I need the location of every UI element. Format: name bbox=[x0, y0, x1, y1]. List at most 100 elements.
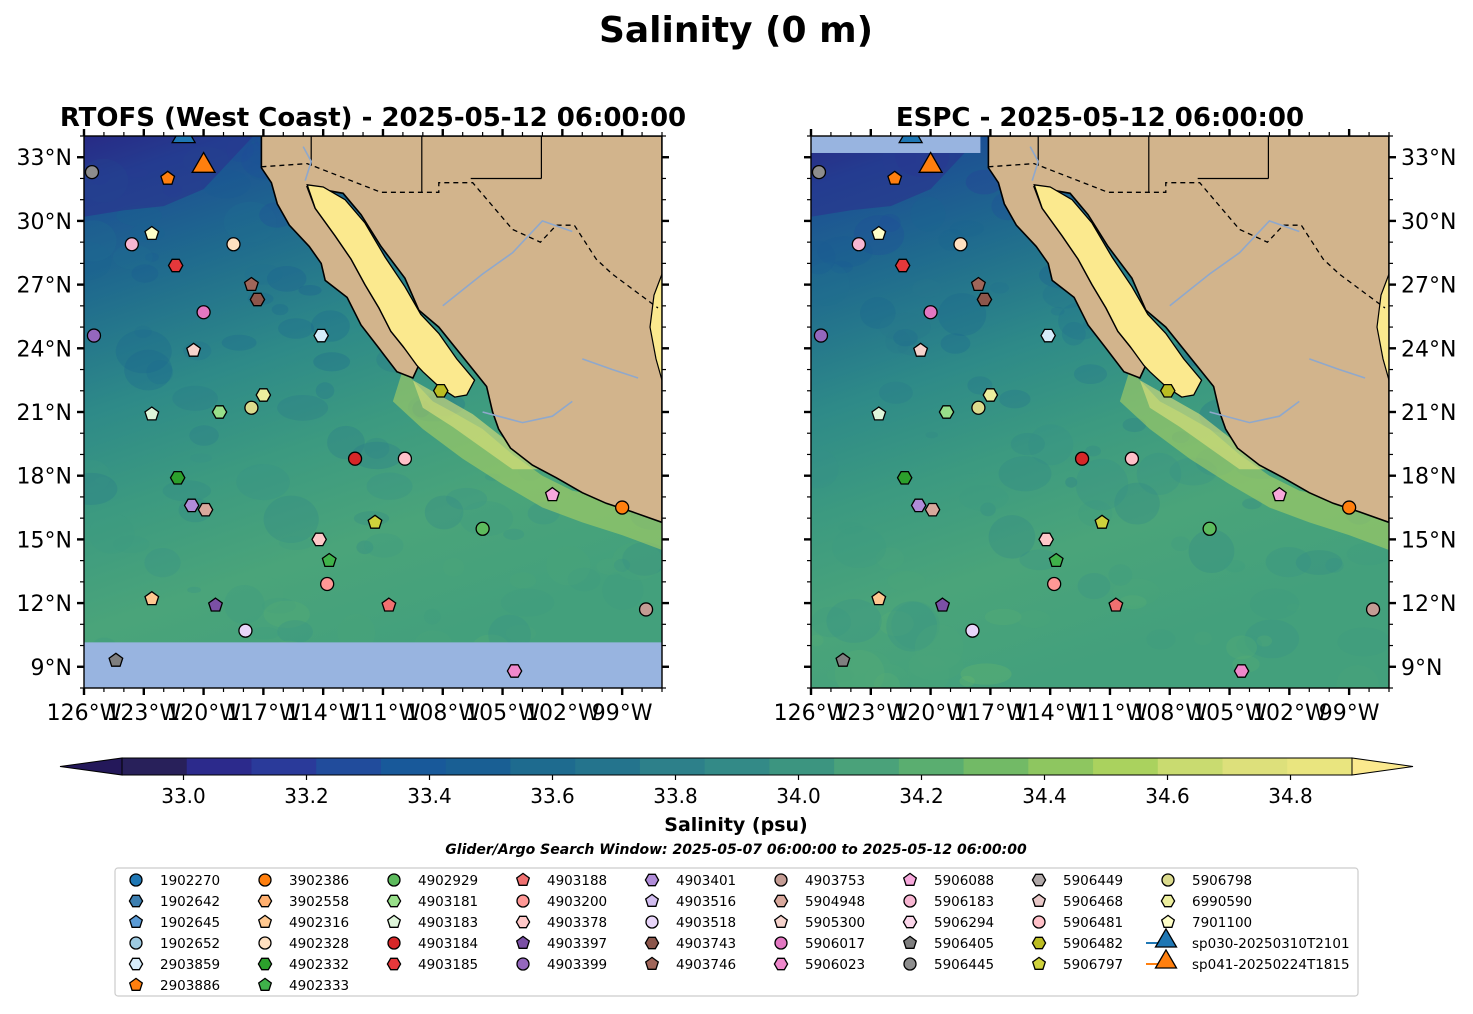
float-4903184 bbox=[347, 451, 363, 466]
float-4903378 bbox=[311, 532, 328, 547]
legend-marker-4903397 bbox=[515, 935, 531, 949]
float-4903183 bbox=[871, 406, 887, 421]
float-5906405 bbox=[108, 652, 124, 667]
salinity-eddy bbox=[1226, 635, 1258, 660]
lon-tick-label: 99°W bbox=[592, 701, 653, 726]
river bbox=[1309, 358, 1366, 379]
lat-tick-label: 27°N bbox=[17, 274, 72, 299]
legend-label: 3902386 bbox=[289, 873, 349, 889]
lon-tick-label: 99°W bbox=[1319, 701, 1380, 726]
legend-marker-5906023 bbox=[773, 957, 789, 971]
legend-marker-4902333 bbox=[257, 977, 273, 991]
salinity-eddy bbox=[879, 214, 901, 233]
legend-marker-5906468 bbox=[1031, 893, 1047, 907]
lat-tick-label: 21°N bbox=[17, 401, 72, 426]
legend-label: 4903518 bbox=[676, 915, 736, 931]
float-4903743 bbox=[249, 292, 266, 307]
salinity-eddy bbox=[830, 260, 853, 274]
salinity-eddy bbox=[1073, 364, 1108, 385]
float-4902328 bbox=[226, 237, 241, 252]
salinity-eddy bbox=[424, 495, 464, 530]
salinity-eddy bbox=[1028, 424, 1074, 466]
salinity-eddy bbox=[162, 480, 212, 502]
lon-tick-label: 105°W bbox=[1192, 701, 1267, 726]
float-4903185 bbox=[894, 258, 911, 273]
salinity-eddy bbox=[838, 522, 864, 535]
salinity-eddy bbox=[84, 472, 118, 505]
espc-map-area bbox=[811, 136, 1389, 688]
salinity-eddy bbox=[223, 201, 277, 243]
lat-tick-label: 24°N bbox=[1401, 337, 1456, 362]
float-4902333 bbox=[1048, 552, 1064, 568]
river bbox=[302, 146, 313, 181]
rtofs-map-panel: RTOFS (West Coast) - 2025-05-12 06:00:00… bbox=[17, 103, 687, 726]
legend-label: 1902645 bbox=[160, 915, 220, 931]
lat-tick-label: 27°N bbox=[1401, 274, 1456, 299]
float-4903397 bbox=[207, 597, 224, 612]
salinity-eddy bbox=[84, 220, 117, 262]
lon-tick-label: 123°W bbox=[106, 701, 181, 726]
salinity-eddy bbox=[826, 667, 855, 683]
salinity-eddy bbox=[811, 634, 824, 647]
salinity-eddy bbox=[261, 597, 297, 614]
colorbar-bin bbox=[445, 758, 512, 775]
legend-marker-4902929 bbox=[387, 873, 401, 887]
river bbox=[1209, 400, 1300, 424]
lon-tick-label: 120°W bbox=[893, 701, 968, 726]
salinity-eddy bbox=[850, 650, 893, 688]
legend-label: 4903181 bbox=[418, 894, 478, 910]
gulf-of-mexico-edge bbox=[1376, 273, 1389, 381]
float-4903181 bbox=[938, 405, 955, 419]
salinity-eddy bbox=[949, 220, 985, 237]
legend-label: 4903397 bbox=[547, 936, 607, 952]
legend-marker-2903859 bbox=[128, 957, 144, 971]
search-window-caption: Glider/Argo Search Window: 2025-05-07 06… bbox=[445, 842, 1027, 858]
float-7901100 bbox=[871, 225, 887, 241]
legend-label: 5906797 bbox=[1063, 957, 1123, 973]
salinity-eddy bbox=[811, 262, 850, 306]
salinity-eddy bbox=[1050, 306, 1065, 316]
figure-title: Salinity (0 m) bbox=[599, 10, 873, 51]
colorbar-frame bbox=[121, 757, 1353, 776]
salinity-eddy bbox=[315, 382, 335, 400]
legend-label: 4903183 bbox=[418, 915, 478, 931]
float-5906798 bbox=[971, 400, 986, 415]
float-3902386 bbox=[1341, 500, 1357, 515]
salinity-eddy bbox=[116, 205, 162, 227]
salinity-eddy bbox=[980, 502, 996, 517]
salinity-eddy bbox=[958, 449, 984, 474]
salinity-eddy bbox=[1244, 619, 1300, 659]
legend-marker-7901100 bbox=[1160, 914, 1176, 928]
colorbar-bin bbox=[1093, 758, 1159, 775]
salinity-eddy bbox=[263, 600, 310, 629]
float-5905300 bbox=[913, 342, 929, 357]
espc-panel-title: ESPC - 2025-05-12 06:00:00 bbox=[896, 103, 1304, 133]
legend-label: sp041-20250224T1815 bbox=[1192, 957, 1350, 973]
salinity-eddy bbox=[298, 284, 322, 296]
lat-tick-label: 15°N bbox=[17, 528, 72, 553]
colorbar-bin bbox=[122, 758, 188, 775]
float-4903743 bbox=[976, 292, 993, 307]
colorbar-bin bbox=[380, 758, 447, 775]
float-6990590 bbox=[982, 388, 999, 402]
salinity-eddy bbox=[144, 548, 181, 578]
float-5906482 bbox=[432, 383, 449, 398]
lat-tick-label: 18°N bbox=[17, 465, 72, 490]
float-4903397 bbox=[934, 597, 951, 612]
salinity-eddy bbox=[938, 293, 987, 337]
gulf-of-mexico-edge bbox=[649, 273, 662, 381]
legend-label: 5906449 bbox=[1063, 873, 1123, 889]
salinity-eddy bbox=[914, 624, 964, 671]
no-data-mask bbox=[84, 642, 662, 688]
salinity-eddy bbox=[445, 487, 488, 510]
legend-label: 5906088 bbox=[934, 873, 994, 889]
salinity-eddy bbox=[442, 558, 465, 577]
float-sp030-20250310T2101 bbox=[171, 136, 197, 144]
salinity-eddy bbox=[811, 240, 836, 275]
salinity-eddy bbox=[509, 572, 537, 589]
salinity-eddy bbox=[912, 279, 942, 298]
legend-label: 4903746 bbox=[676, 957, 736, 973]
salinity-eddy bbox=[811, 448, 839, 489]
colorbar-bin bbox=[639, 758, 706, 775]
legend-marker-5906449 bbox=[1031, 873, 1047, 887]
